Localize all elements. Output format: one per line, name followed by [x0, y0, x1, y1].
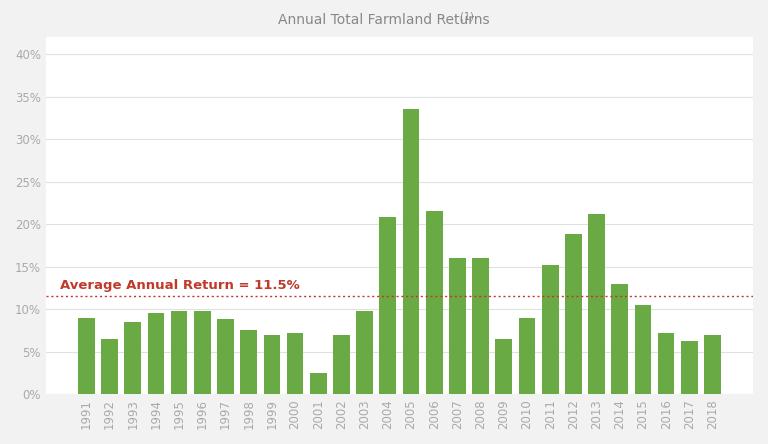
Bar [263, 335, 280, 394]
Bar [657, 333, 674, 394]
Bar [310, 373, 326, 394]
Bar [541, 265, 558, 394]
Bar [426, 211, 442, 394]
Bar [611, 284, 628, 394]
Bar [124, 322, 141, 394]
Bar [356, 311, 373, 394]
Bar [472, 258, 489, 394]
Bar [495, 339, 512, 394]
Bar [286, 333, 303, 394]
Bar [565, 234, 581, 394]
Bar [217, 319, 233, 394]
Bar [170, 311, 187, 394]
Bar [333, 335, 349, 394]
Text: Average Annual Return = 11.5%: Average Annual Return = 11.5% [60, 279, 300, 292]
Bar [681, 341, 697, 394]
Bar [379, 218, 396, 394]
Bar [78, 317, 94, 394]
Bar [634, 305, 651, 394]
Bar [588, 214, 605, 394]
Text: (1): (1) [457, 11, 474, 21]
Bar [402, 109, 419, 394]
Bar [449, 258, 465, 394]
Bar [240, 330, 257, 394]
Bar [101, 339, 118, 394]
Bar [194, 311, 210, 394]
Bar [147, 313, 164, 394]
Bar [518, 317, 535, 394]
Bar [704, 335, 721, 394]
Text: Annual Total Farmland Returns: Annual Total Farmland Returns [278, 13, 490, 28]
